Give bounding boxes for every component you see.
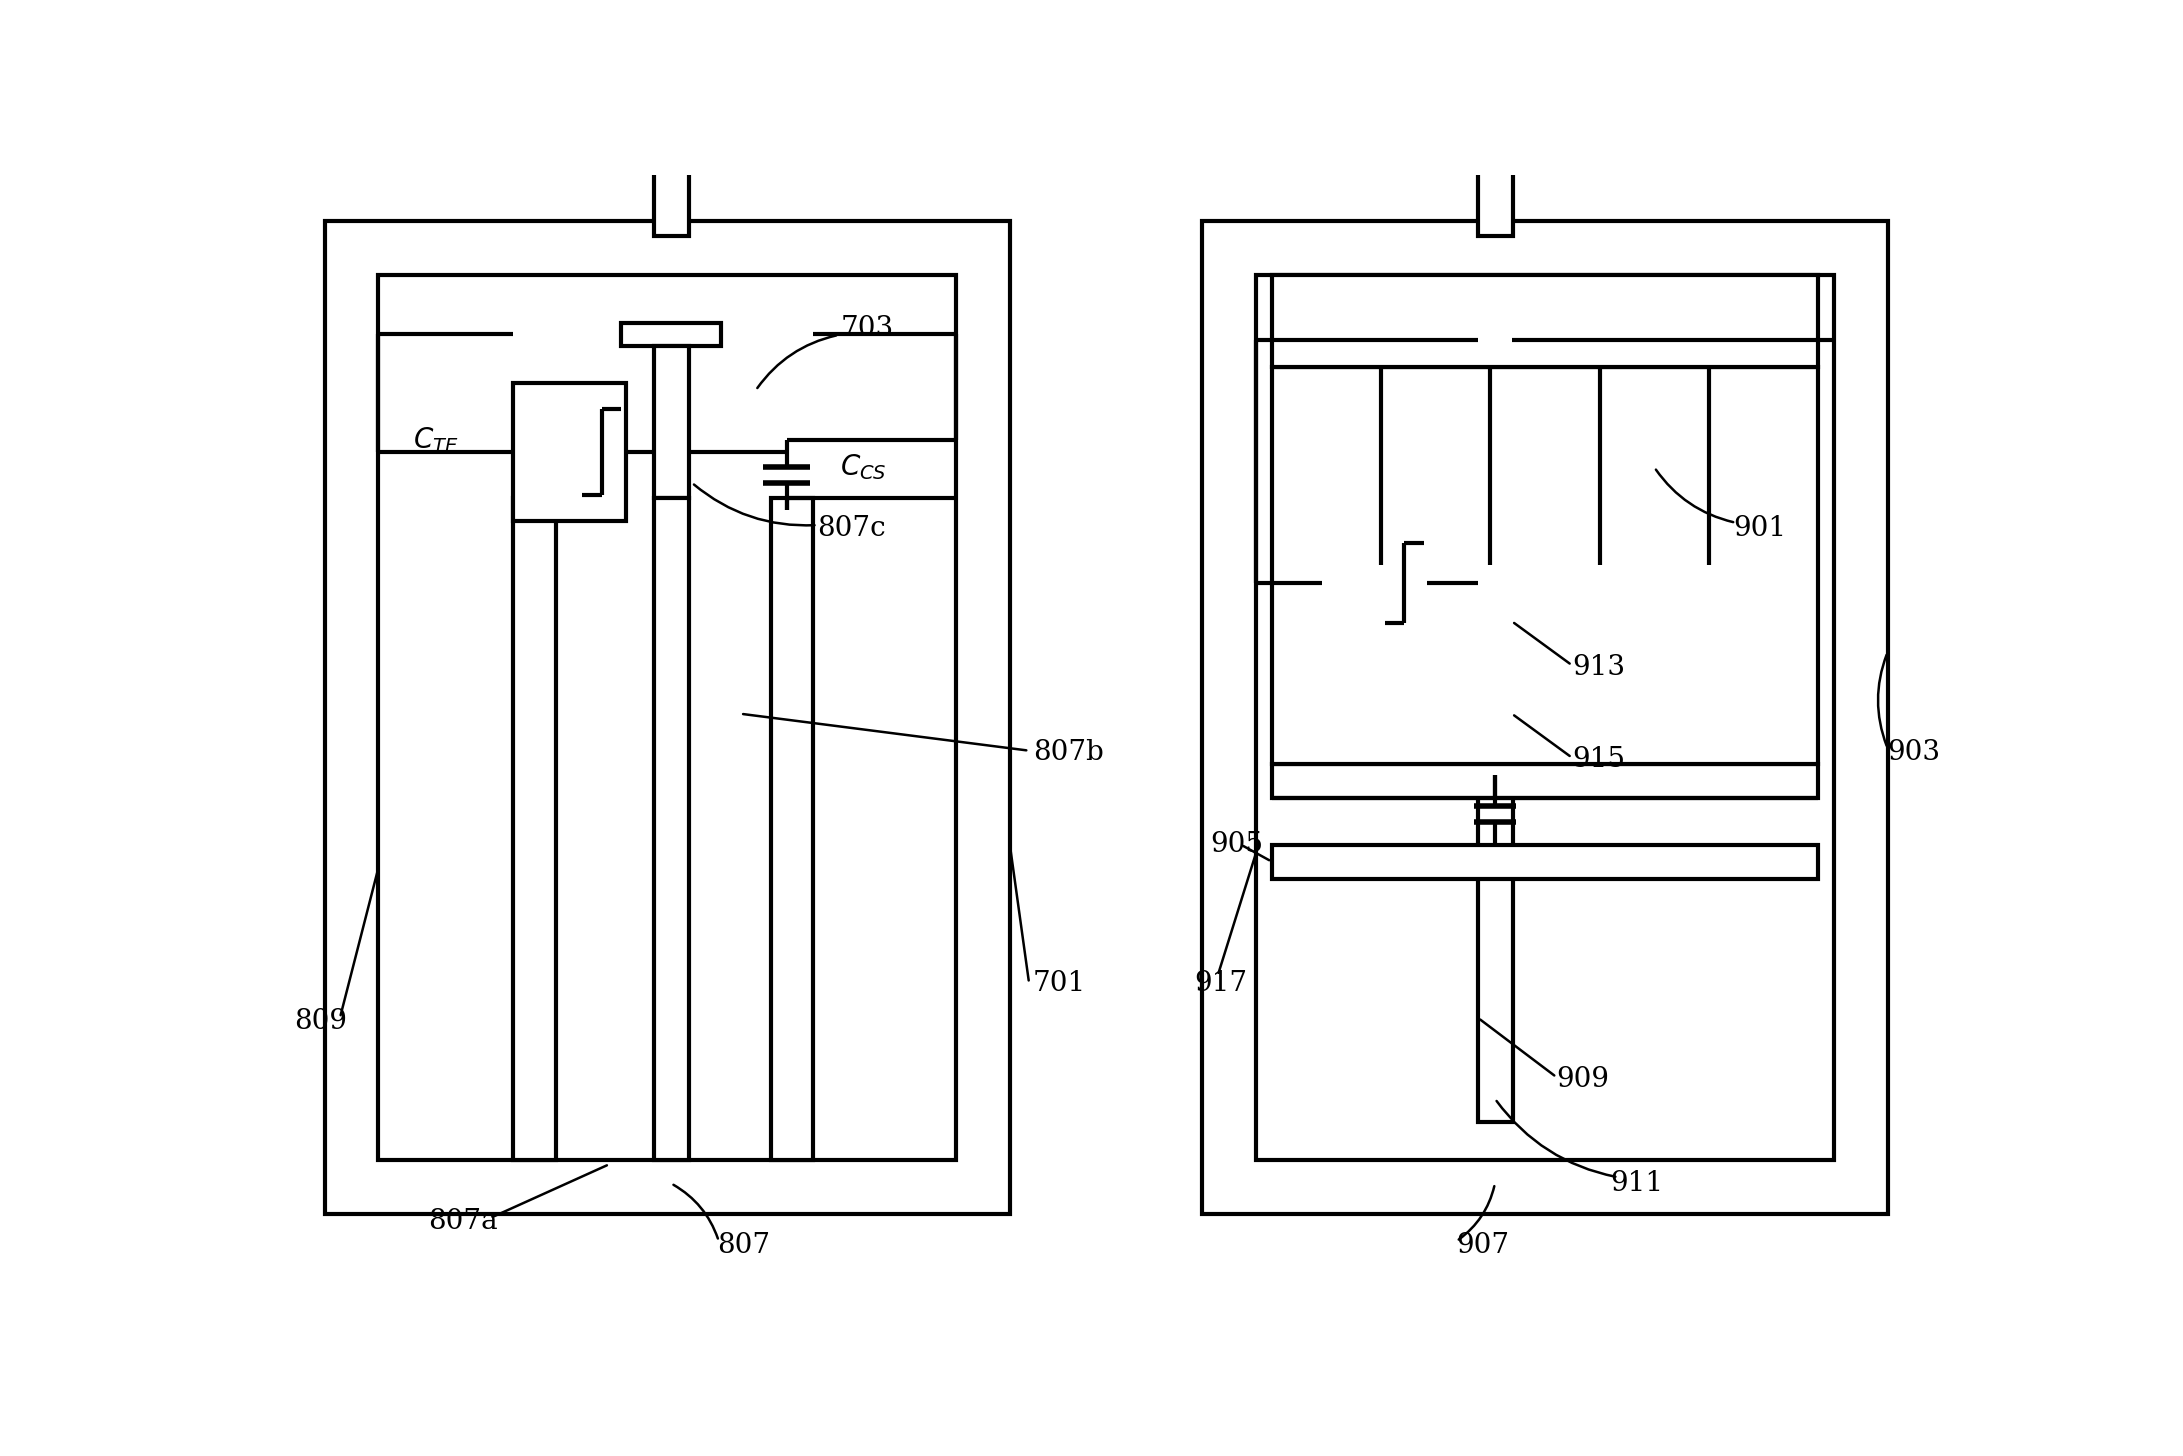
Bar [1255, 275, 1834, 1160]
Bar [513, 498, 554, 1160]
Bar [1478, 352, 1513, 568]
Bar [771, 498, 814, 1160]
Text: 909: 909 [1556, 1066, 1609, 1093]
Text: 907: 907 [1456, 1232, 1511, 1258]
Text: 917: 917 [1194, 970, 1249, 997]
Text: 911: 911 [1611, 1171, 1663, 1197]
Text: $C_{TE}$: $C_{TE}$ [413, 425, 458, 456]
Text: 701: 701 [1033, 970, 1087, 997]
Bar [1273, 764, 1818, 798]
Bar [1321, 517, 1428, 648]
Text: 809: 809 [295, 1008, 347, 1035]
Text: 913: 913 [1572, 654, 1624, 681]
Bar [655, 345, 690, 498]
Bar [655, 498, 690, 1160]
Bar [1478, 67, 1513, 236]
Text: 807c: 807c [816, 515, 886, 543]
Bar [1273, 275, 1818, 367]
Bar [1273, 844, 1818, 879]
Bar [1203, 221, 1888, 1214]
Bar [513, 383, 627, 521]
Bar [655, 67, 690, 236]
Bar [325, 221, 1011, 1214]
Text: 807b: 807b [1033, 738, 1105, 766]
Text: 903: 903 [1888, 738, 1941, 766]
Bar [1273, 367, 1818, 764]
Bar [620, 323, 720, 345]
Text: 905: 905 [1209, 831, 1264, 858]
Text: 703: 703 [840, 314, 893, 342]
Text: 901: 901 [1733, 515, 1786, 543]
Bar [1445, 329, 1546, 352]
Text: $C_{CS}$: $C_{CS}$ [840, 453, 886, 482]
Bar [378, 275, 956, 1160]
Bar [1478, 582, 1513, 1121]
Text: 807: 807 [718, 1232, 771, 1258]
Text: 915: 915 [1572, 747, 1624, 773]
Text: 807a: 807a [428, 1208, 498, 1236]
